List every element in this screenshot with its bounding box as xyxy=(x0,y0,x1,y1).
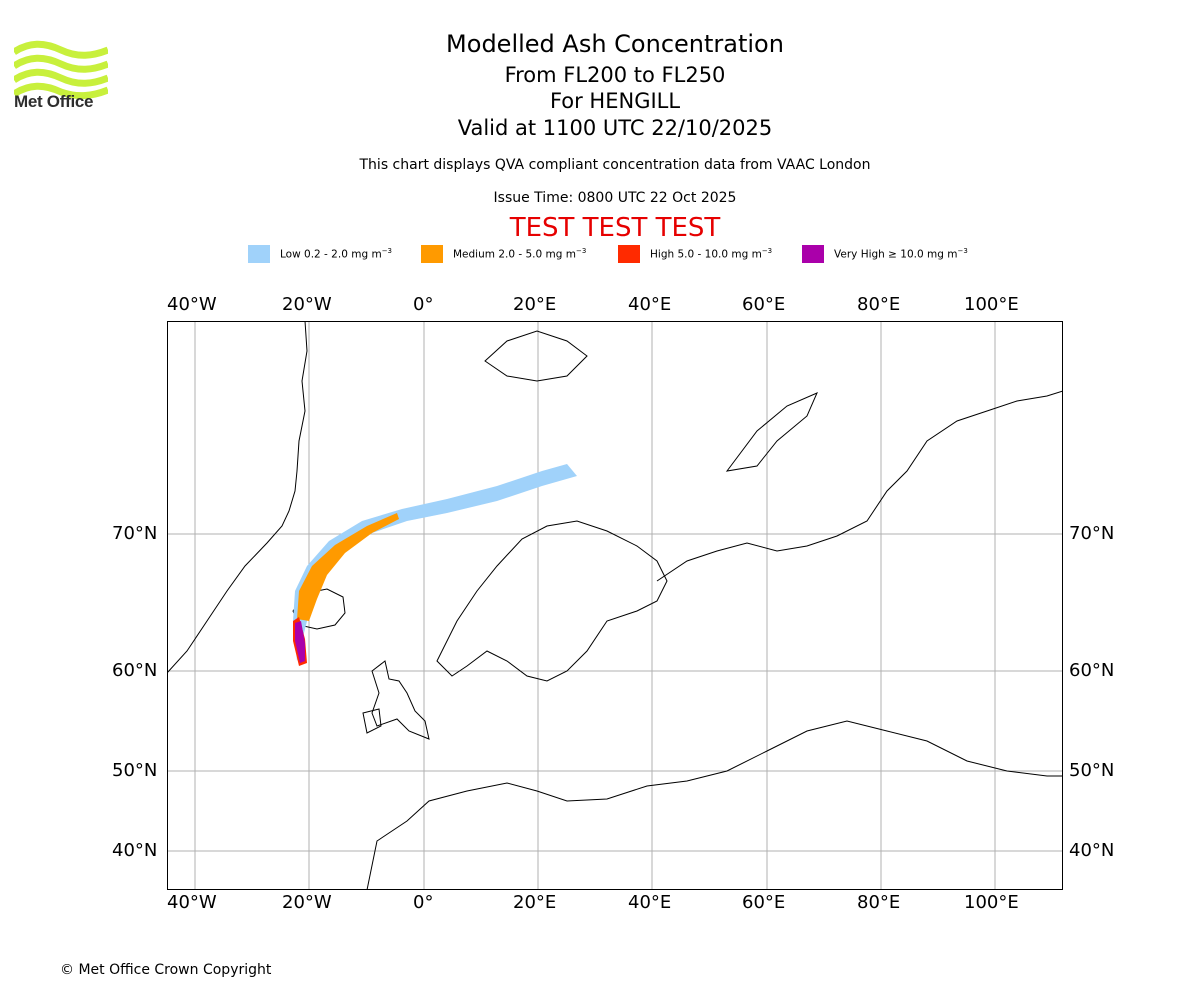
coast-novaya-zemlya xyxy=(725,392,818,472)
met-office-logo xyxy=(14,40,108,100)
lat-tick-right-60n: 60°N xyxy=(1069,660,1115,681)
legend-label-medium: Medium 2.0 - 5.0 mg m−3 xyxy=(453,247,587,261)
legend-label-high: High 5.0 - 10.0 mg m−3 xyxy=(650,247,773,261)
coast-continental-europe-asia xyxy=(366,720,1063,890)
lon-tick-bottom-40e: 40°E xyxy=(628,892,672,913)
ash-plume-very-high xyxy=(295,621,305,663)
lon-tick-bottom-0: 0° xyxy=(413,892,434,913)
lon-tick-bottom-40w: 40°W xyxy=(167,892,217,913)
ash-concentration-map[interactable] xyxy=(167,321,1063,890)
legend-swatch-very-high xyxy=(802,245,824,263)
coast-ireland xyxy=(362,708,382,734)
legend-item-low: Low 0.2 - 2.0 mg m−3 xyxy=(248,244,392,264)
coast-greenland xyxy=(167,321,308,674)
legend-label-low: Low 0.2 - 2.0 mg m−3 xyxy=(280,247,393,261)
lon-tick-bottom-100e: 100°E xyxy=(964,892,1019,913)
map-frame xyxy=(167,321,1063,890)
lon-tick-bottom-80e: 80°E xyxy=(857,892,901,913)
coast-svalbard xyxy=(484,330,588,382)
legend-swatch-low xyxy=(248,245,270,263)
lon-tick-top-80e: 80°E xyxy=(857,294,901,315)
legend-item-high: High 5.0 - 10.0 mg m−3 xyxy=(618,244,772,264)
lat-tick-right-70n: 70°N xyxy=(1069,523,1115,544)
lat-tick-left-70n: 70°N xyxy=(112,523,158,544)
lon-tick-top-20w: 20°W xyxy=(282,294,332,315)
chart-description: This chart displays QVA compliant concen… xyxy=(359,157,871,173)
legend-swatch-medium xyxy=(421,245,443,263)
copyright-notice: © Met Office Crown Copyright xyxy=(60,962,272,978)
legend-swatch-high xyxy=(618,245,640,263)
met-office-logo-text: Met Office xyxy=(14,92,94,111)
ash-plume-low xyxy=(293,464,577,661)
chart-title: Modelled Ash Concentration xyxy=(446,30,784,58)
lat-tick-left-40n: 40°N xyxy=(112,840,158,861)
lat-tick-left-60n: 60°N xyxy=(112,660,158,681)
lat-tick-left-50n: 50°N xyxy=(112,760,158,781)
lon-tick-top-60e: 60°E xyxy=(742,294,786,315)
lat-tick-right-50n: 50°N xyxy=(1069,760,1115,781)
valid-time: Valid at 1100 UTC 22/10/2025 xyxy=(457,116,773,140)
test-banner: TEST TEST TEST xyxy=(509,213,721,243)
volcano-name: For HENGILL xyxy=(549,89,681,113)
legend-item-very-high: Very High ≥ 10.0 mg m−3 xyxy=(802,244,968,264)
lon-tick-bottom-60e: 60°E xyxy=(742,892,786,913)
lon-tick-top-100e: 100°E xyxy=(964,294,1019,315)
flight-level-range: From FL200 to FL250 xyxy=(504,63,726,87)
lon-tick-top-40w: 40°W xyxy=(167,294,217,315)
lon-tick-top-40e: 40°E xyxy=(628,294,672,315)
lon-tick-bottom-20w: 20°W xyxy=(282,892,332,913)
lon-tick-top-20e: 20°E xyxy=(513,294,557,315)
issue-time: Issue Time: 0800 UTC 22 Oct 2025 xyxy=(493,190,737,206)
lon-tick-bottom-20e: 20°E xyxy=(513,892,557,913)
coast-great-britain xyxy=(371,660,430,740)
legend-item-medium: Medium 2.0 - 5.0 mg m−3 xyxy=(421,244,586,264)
lon-tick-top-0: 0° xyxy=(413,294,434,315)
coast-russia-north xyxy=(656,390,1063,582)
ash-plume-medium xyxy=(297,513,399,621)
legend-label-very-high: Very High ≥ 10.0 mg m−3 xyxy=(834,247,968,261)
coast-scandinavia xyxy=(436,520,668,682)
lat-tick-right-40n: 40°N xyxy=(1069,840,1115,861)
